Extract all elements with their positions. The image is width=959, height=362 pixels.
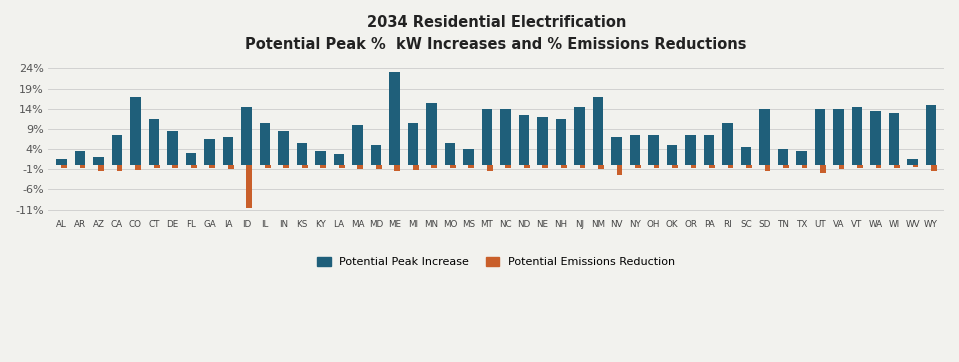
- Bar: [242, 107, 251, 165]
- Bar: [852, 107, 862, 165]
- Bar: [302, 165, 308, 168]
- Bar: [427, 103, 436, 165]
- Bar: [487, 165, 493, 171]
- Bar: [630, 135, 640, 165]
- Bar: [686, 135, 695, 165]
- Bar: [648, 135, 659, 165]
- Bar: [838, 165, 844, 169]
- Bar: [672, 165, 678, 168]
- Bar: [376, 165, 382, 169]
- Bar: [93, 157, 104, 165]
- Bar: [246, 165, 252, 207]
- Bar: [297, 143, 307, 165]
- Bar: [796, 151, 807, 165]
- Bar: [334, 154, 344, 165]
- Bar: [99, 165, 104, 171]
- Bar: [519, 115, 529, 165]
- Bar: [728, 165, 733, 168]
- Bar: [690, 165, 696, 168]
- Bar: [450, 165, 456, 168]
- Bar: [80, 165, 85, 168]
- Bar: [543, 165, 548, 168]
- Bar: [204, 139, 215, 165]
- Bar: [371, 145, 381, 165]
- Bar: [186, 153, 196, 165]
- Bar: [833, 109, 844, 165]
- Bar: [482, 109, 492, 165]
- Bar: [57, 159, 66, 165]
- Bar: [75, 151, 85, 165]
- Bar: [784, 165, 788, 168]
- Bar: [112, 135, 122, 165]
- Bar: [191, 165, 197, 168]
- Bar: [612, 137, 621, 165]
- Bar: [358, 165, 363, 169]
- Bar: [339, 165, 344, 168]
- Bar: [561, 165, 567, 168]
- Bar: [871, 111, 880, 165]
- Bar: [168, 131, 177, 165]
- Bar: [117, 165, 123, 171]
- Bar: [61, 165, 67, 168]
- Bar: [617, 165, 622, 175]
- Bar: [130, 97, 141, 165]
- Bar: [537, 117, 548, 165]
- Bar: [135, 165, 141, 170]
- Bar: [857, 165, 862, 168]
- Bar: [469, 165, 474, 168]
- Bar: [524, 165, 529, 168]
- Bar: [667, 145, 677, 165]
- Legend: Potential Peak Increase, Potential Emissions Reduction: Potential Peak Increase, Potential Emiss…: [313, 253, 680, 272]
- Bar: [389, 72, 400, 165]
- Bar: [579, 165, 585, 168]
- Bar: [228, 165, 233, 169]
- Bar: [316, 151, 325, 165]
- Bar: [432, 165, 437, 168]
- Bar: [778, 149, 788, 165]
- Bar: [352, 125, 363, 165]
- Bar: [746, 165, 752, 168]
- Bar: [926, 105, 936, 165]
- Title: 2034 Residential Electrification
Potential Peak %  kW Increases and % Emissions : 2034 Residential Electrification Potenti…: [246, 15, 747, 52]
- Bar: [556, 119, 566, 165]
- Bar: [889, 113, 900, 165]
- Bar: [260, 123, 270, 165]
- Bar: [149, 119, 159, 165]
- Bar: [574, 107, 585, 165]
- Bar: [760, 109, 770, 165]
- Bar: [593, 97, 603, 165]
- Bar: [598, 165, 603, 169]
- Bar: [704, 135, 714, 165]
- Bar: [463, 149, 474, 165]
- Bar: [741, 147, 751, 165]
- Bar: [907, 159, 918, 165]
- Bar: [320, 165, 326, 168]
- Bar: [445, 143, 456, 165]
- Bar: [709, 165, 714, 168]
- Bar: [820, 165, 826, 173]
- Bar: [222, 137, 233, 165]
- Bar: [265, 165, 270, 168]
- Bar: [802, 165, 807, 168]
- Bar: [501, 109, 510, 165]
- Bar: [635, 165, 641, 168]
- Bar: [653, 165, 659, 168]
- Bar: [173, 165, 178, 168]
- Bar: [154, 165, 159, 168]
- Bar: [931, 165, 937, 171]
- Bar: [408, 123, 418, 165]
- Bar: [876, 165, 881, 168]
- Bar: [278, 131, 289, 165]
- Bar: [394, 165, 400, 171]
- Bar: [505, 165, 511, 168]
- Bar: [764, 165, 770, 171]
- Bar: [413, 165, 418, 170]
- Bar: [284, 165, 289, 168]
- Bar: [722, 123, 733, 165]
- Bar: [815, 109, 825, 165]
- Bar: [209, 165, 215, 168]
- Bar: [913, 165, 918, 167]
- Bar: [894, 165, 900, 168]
